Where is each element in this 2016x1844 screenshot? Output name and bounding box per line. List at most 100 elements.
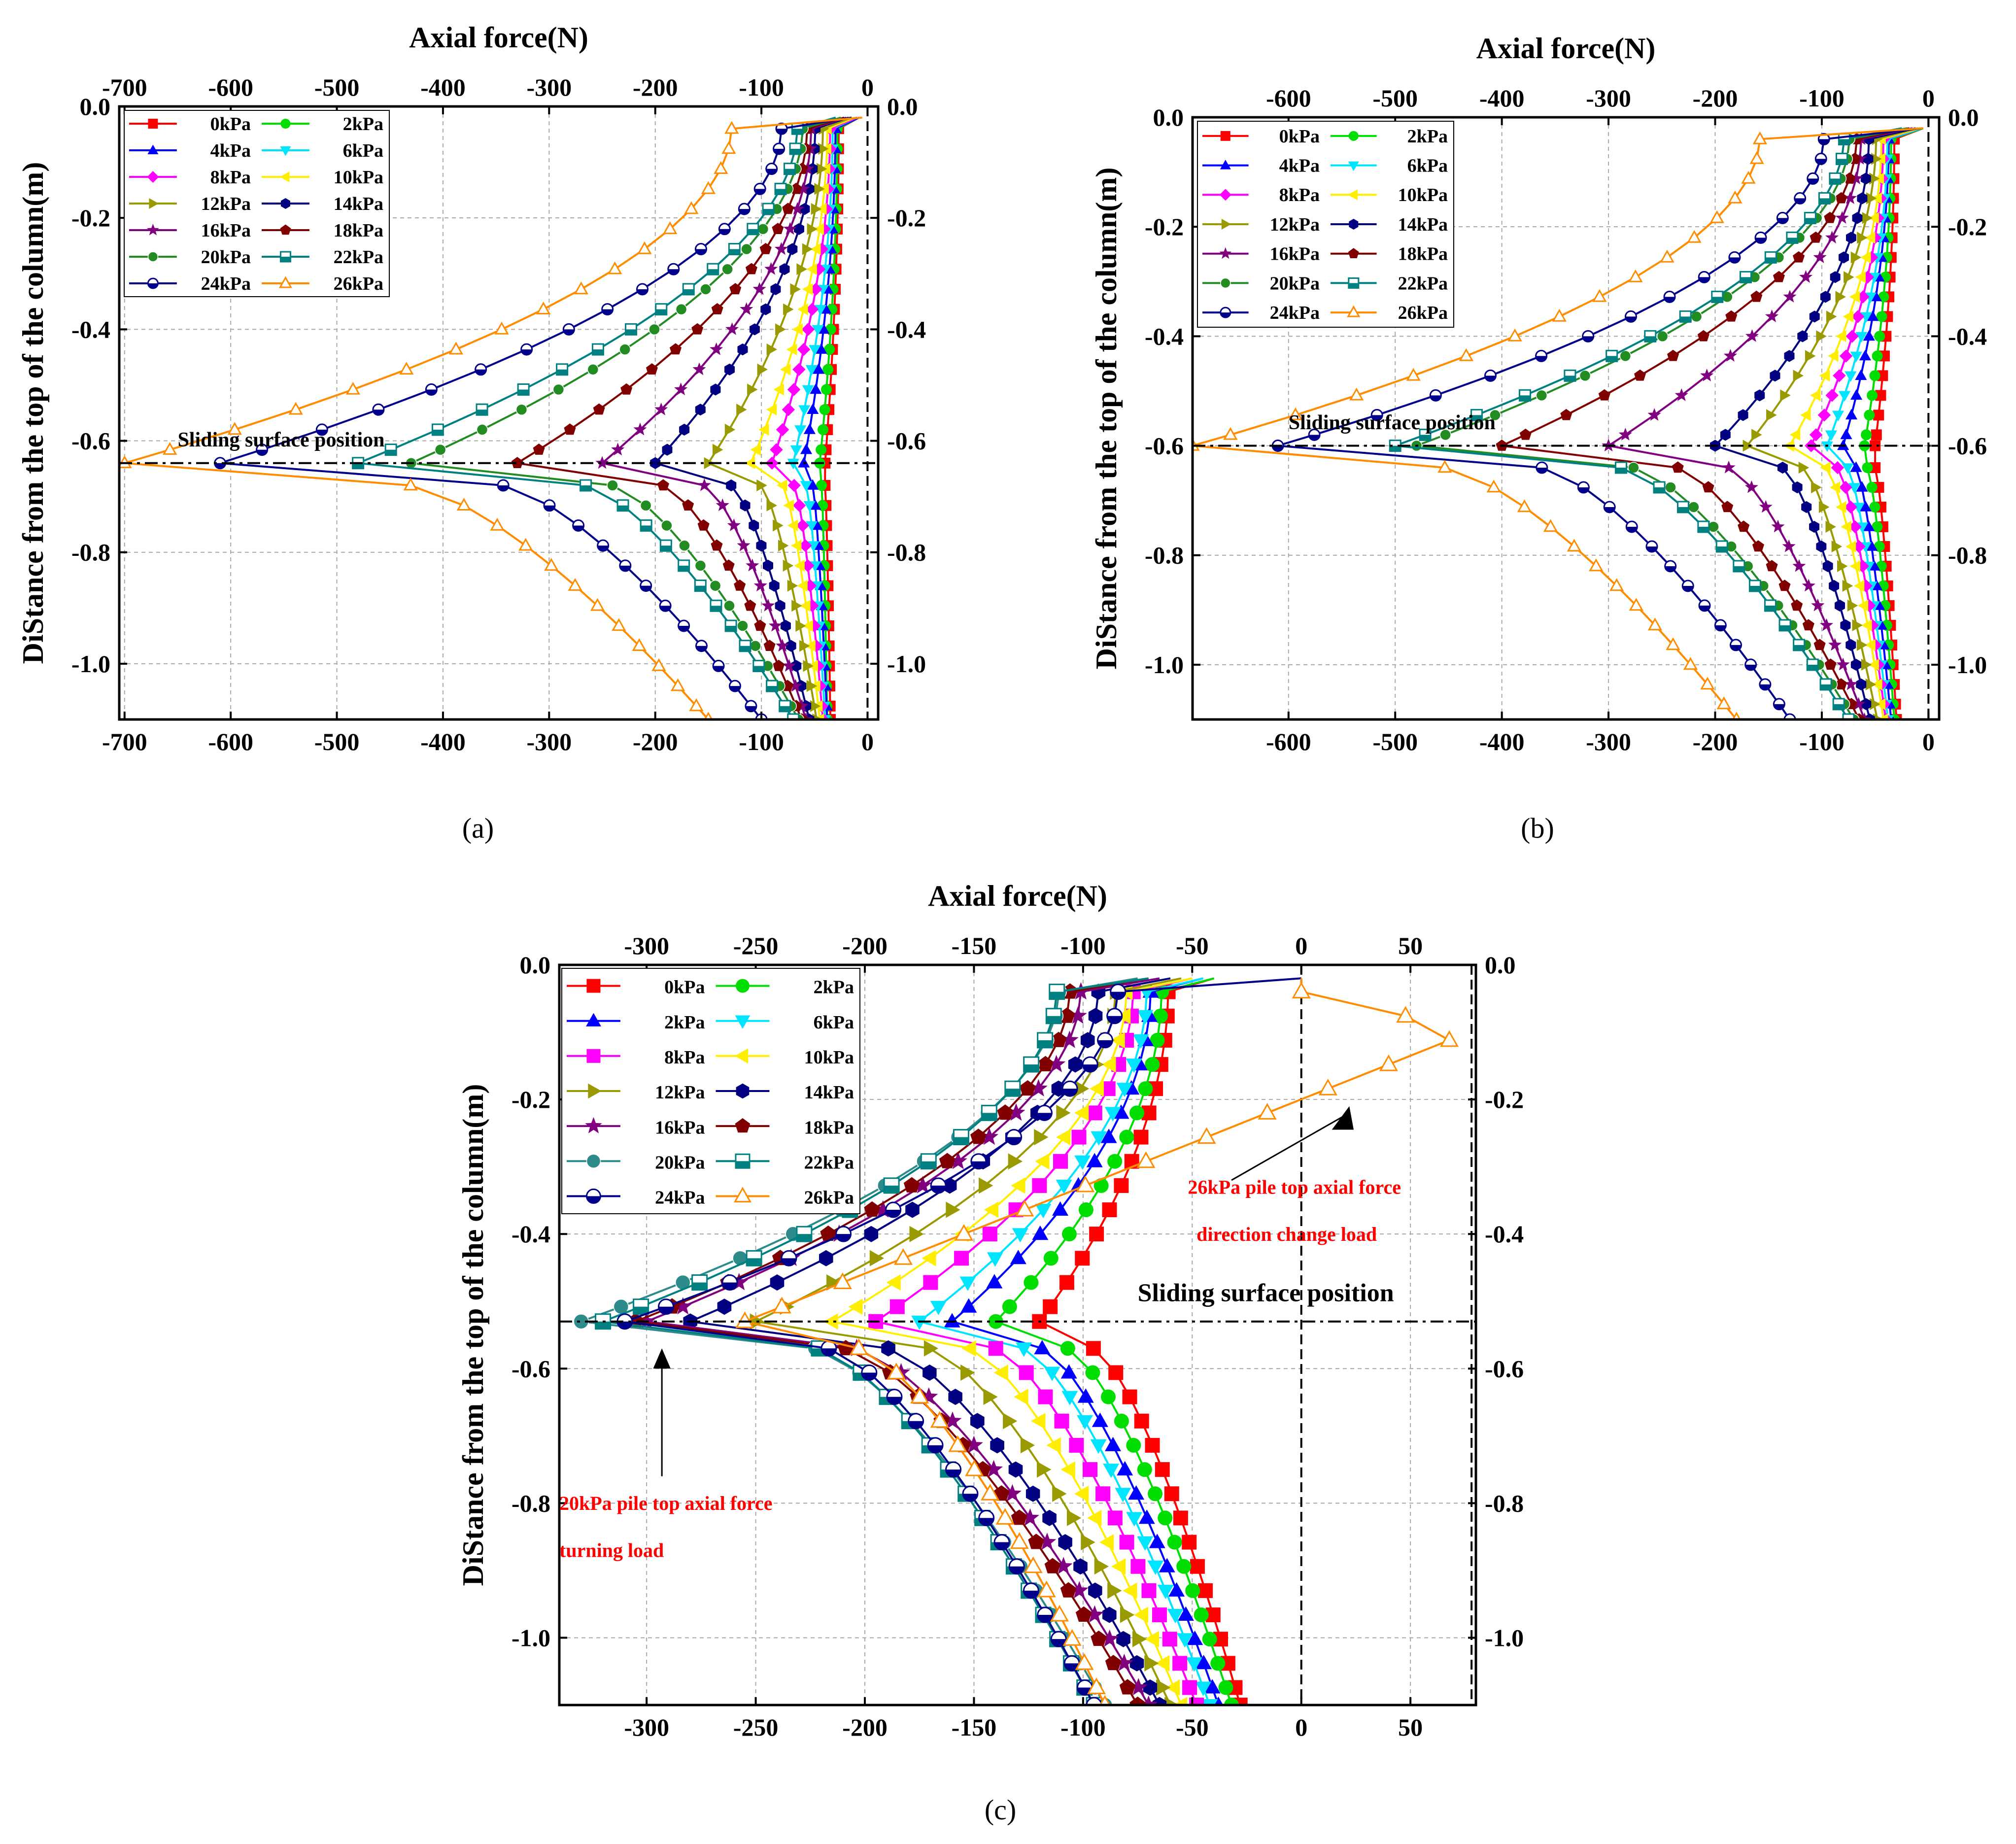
data-point-14kPa: [760, 303, 771, 315]
data-point-8kPa: [797, 342, 811, 356]
x-tick-label-top: -300: [1586, 84, 1631, 112]
data-point-16kPa: [1674, 388, 1688, 401]
data-point-18kPa: [939, 1153, 956, 1168]
data-point-26kPa: [930, 1411, 949, 1428]
data-point-18kPa: [1752, 540, 1764, 552]
data-point-8kPa: [1107, 1510, 1123, 1526]
data-point-14kPa: [1068, 1056, 1083, 1073]
data-point-18kPa: [1059, 1007, 1075, 1023]
data-point-8kPa: [988, 1341, 1003, 1356]
data-point-20kPa: [640, 499, 652, 512]
data-point-8kPa: [787, 383, 801, 396]
data-point-14kPa: [1809, 310, 1820, 323]
data-point-26kPa: [670, 678, 685, 691]
y-tick-label-left: -0.4: [512, 1220, 550, 1248]
data-point-26kPa: [1258, 1103, 1277, 1120]
data-point-24kPa-fill: [573, 525, 584, 531]
legend-item: 16kPa: [567, 1117, 705, 1138]
data-point-6kPa: [1137, 1010, 1154, 1024]
data-point-16kPa: [964, 1435, 983, 1453]
data-point-8kPa: [812, 659, 825, 673]
data-point-4kPa: [1865, 540, 1878, 551]
data-point-24kPa-fill: [1536, 467, 1547, 473]
data-point-24kPa-fill: [1646, 546, 1657, 552]
data-point-2kPa: [819, 404, 830, 415]
data-point-26kPa: [1396, 1006, 1415, 1023]
data-point-24kPa-fill: [1024, 1590, 1039, 1598]
series-26kPa: [1193, 127, 1923, 719]
data-point-2kPa: [816, 444, 827, 455]
legend-item: 18kPa: [1331, 244, 1448, 265]
data-point-8kPa: [1856, 290, 1870, 304]
data-point-24kPa-fill: [678, 626, 689, 632]
data-point-2kPa: [1077, 1388, 1094, 1403]
data-point-14kPa: [726, 479, 737, 492]
data-point-0kPa: [1198, 1583, 1213, 1598]
data-point-14kPa: [819, 1250, 833, 1266]
data-point-14kPa: [779, 263, 790, 275]
data-point-14kPa: [794, 223, 804, 235]
data-point-8kPa: [1038, 1389, 1053, 1404]
x-tick-label-top: -100: [1799, 84, 1845, 112]
data-point-12kPa: [1003, 1413, 1018, 1430]
data-point-16kPa: [1792, 559, 1806, 572]
data-point-14kPa: [1797, 330, 1808, 342]
legend-item: 6kPa: [262, 140, 383, 161]
legend-label: 8kPa: [1279, 185, 1320, 205]
data-point-12kPa: [757, 363, 768, 376]
data-point-20kPa: [649, 323, 660, 336]
data-point-22kPa-fill: [352, 463, 364, 469]
data-point-2kPa: [1204, 1679, 1221, 1694]
series-14kPa: [683, 977, 1171, 1705]
data-point-2kPa: [1107, 1154, 1123, 1169]
data-point-24kPa-fill: [696, 646, 707, 651]
data-point-18kPa: [1824, 211, 1836, 223]
data-point-12kPa: [1826, 310, 1837, 323]
data-point-20kPa: [1439, 429, 1451, 441]
data-point-12kPa: [1844, 271, 1854, 283]
data-point-18kPa: [790, 182, 802, 194]
data-point-10kPa: [1843, 310, 1854, 323]
data-point-22kPa: [787, 713, 800, 719]
data-point-18kPa: [1091, 1630, 1107, 1646]
legend-label: 2kPa: [814, 977, 854, 998]
data-point-14kPa: [756, 540, 767, 552]
data-point-12kPa: [766, 343, 777, 356]
data-point-24kPa-fill: [979, 1518, 994, 1526]
legend-marker: [585, 1117, 602, 1133]
series-8kPa: [868, 977, 1204, 1705]
data-point-16kPa: [1844, 677, 1858, 690]
data-point-8kPa: [1054, 1413, 1069, 1429]
data-point-24kPa-fill: [1037, 1615, 1053, 1623]
data-point-6kPa: [1016, 1342, 1032, 1357]
legend-marker: [148, 119, 158, 129]
data-point-12kPa: [790, 283, 801, 295]
legend-item: 14kPa: [716, 1082, 854, 1103]
data-point-16kPa: [1085, 1605, 1104, 1623]
x-tick-label-top: -150: [952, 932, 997, 959]
data-point-22kPa-fill: [1519, 395, 1531, 401]
data-point-20kPa: [661, 519, 673, 532]
data-point-2kPa: [1194, 1607, 1209, 1623]
data-point-18kPa: [1519, 428, 1532, 440]
data-point-18kPa: [646, 363, 658, 375]
data-point-24kPa-fill: [658, 1306, 674, 1314]
data-point-24kPa-fill: [602, 309, 613, 315]
data-point-26kPa: [714, 161, 728, 174]
data-point-12kPa: [1793, 370, 1804, 382]
data-point-8kPa: [787, 478, 801, 492]
data-point-18kPa: [1750, 290, 1763, 302]
data-point-24kPa-fill: [766, 169, 777, 174]
data-point-16kPa: [949, 1152, 967, 1169]
data-point-8kPa: [1119, 1535, 1134, 1550]
data-point-14kPa: [1835, 599, 1845, 612]
data-point-16kPa: [1618, 428, 1632, 441]
data-point-16kPa: [1782, 539, 1796, 552]
data-point-16kPa: [788, 679, 802, 692]
data-point-22kPa-fill: [1046, 1016, 1061, 1024]
annotation: Sliding surface position: [1138, 1279, 1394, 1307]
data-point-10kPa: [805, 640, 816, 652]
data-point-8kPa: [1848, 520, 1862, 534]
data-point-16kPa: [1115, 1653, 1133, 1672]
data-point-6kPa: [1137, 1536, 1154, 1551]
